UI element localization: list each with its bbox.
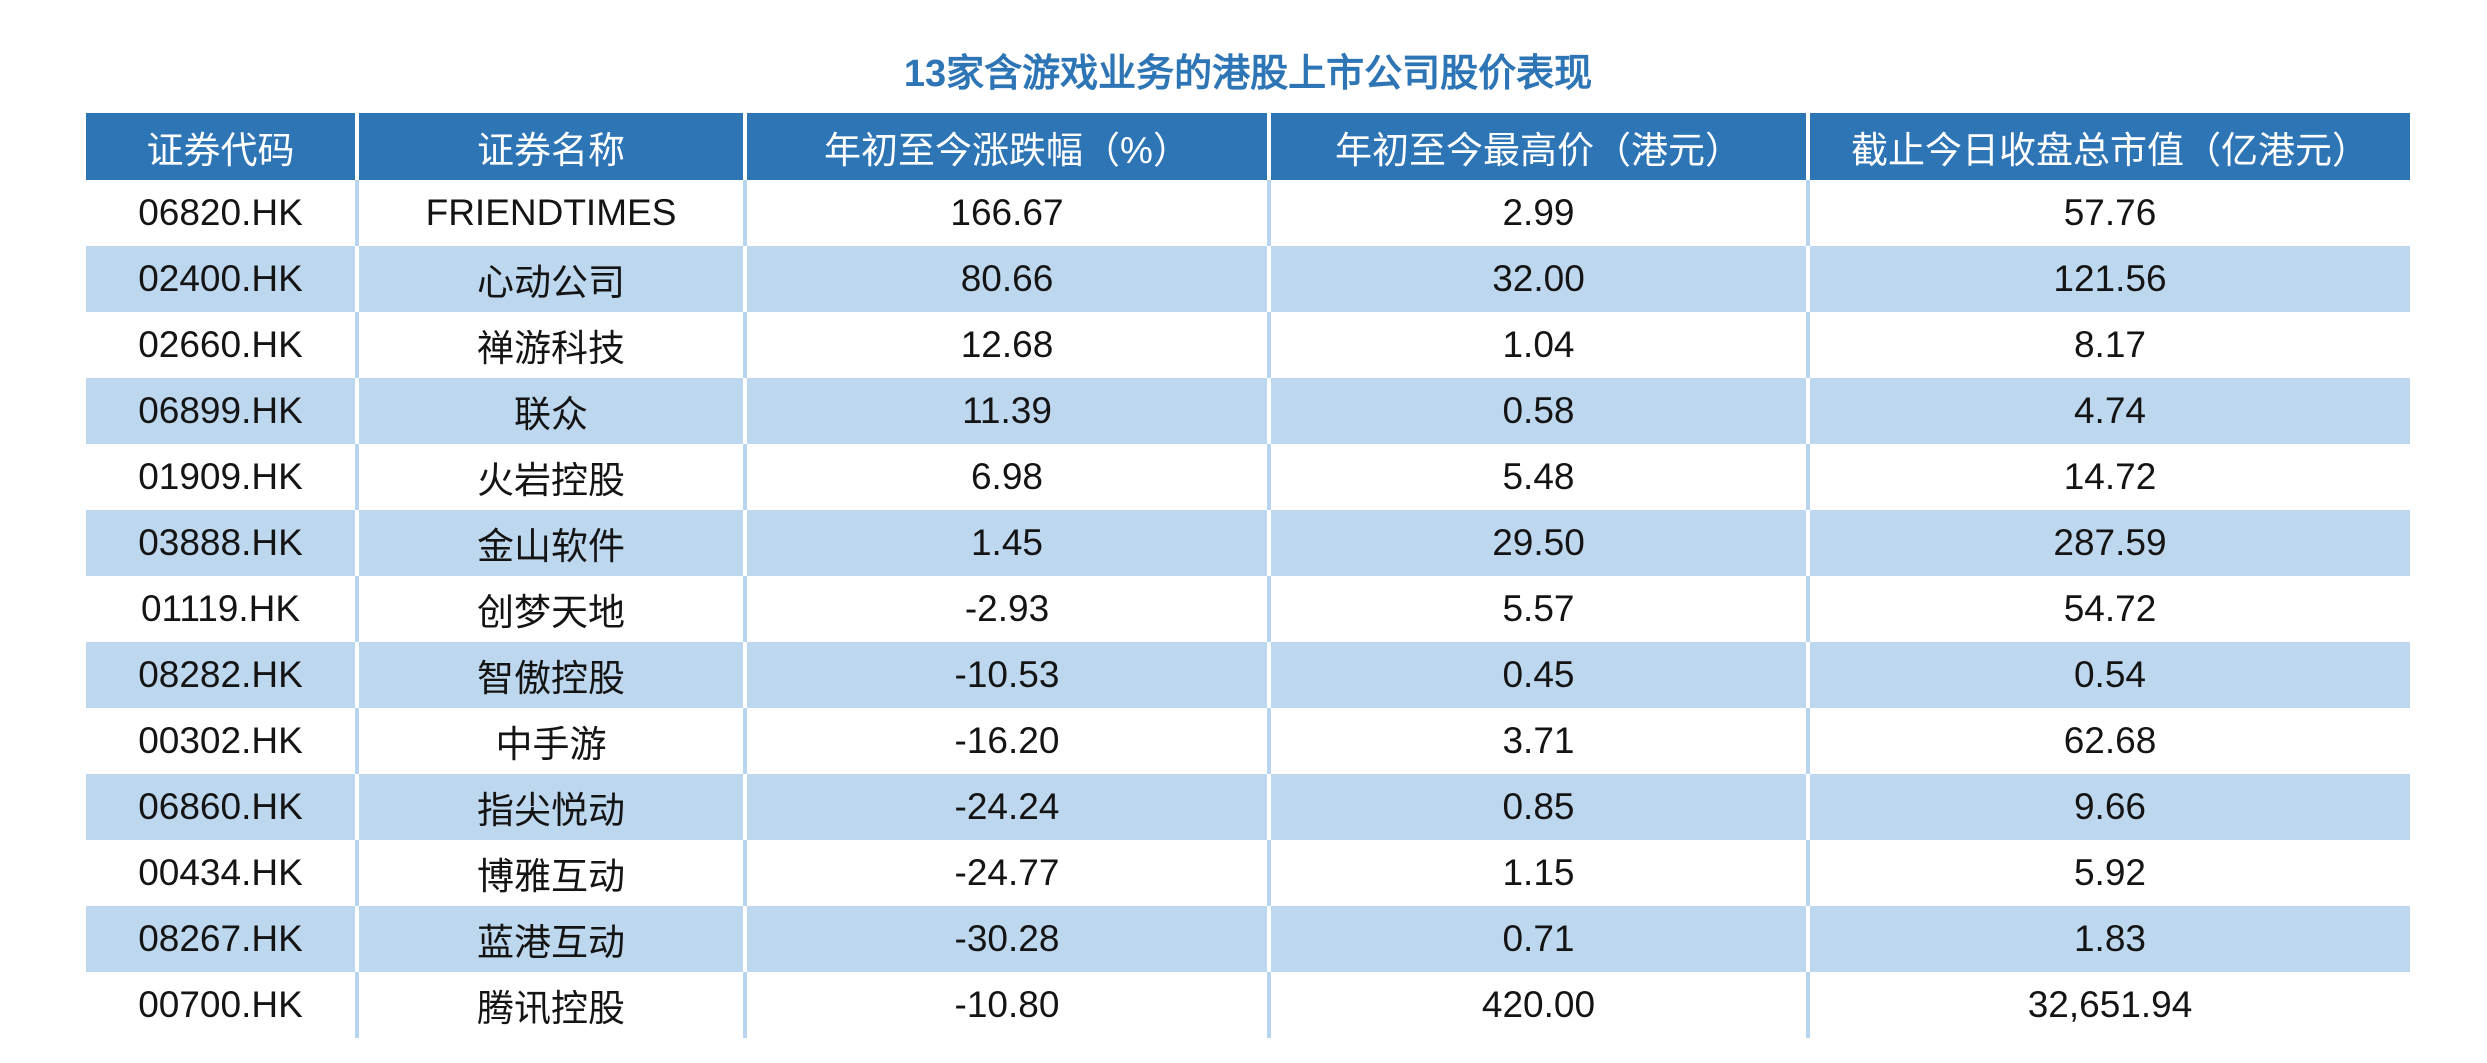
cell-market-cap: 54.72 <box>1806 576 2410 642</box>
cell-ytd-change: 80.66 <box>743 246 1269 312</box>
cell-stock-name: 禅游科技 <box>355 312 745 378</box>
cell-market-cap: 1.83 <box>1806 906 2410 972</box>
cell-stock-name: FRIENDTIMES <box>355 180 745 246</box>
cell-market-cap: 9.66 <box>1806 774 2410 840</box>
table-row: 01119.HK 创梦天地 -2.93 5.57 54.72 <box>86 576 2410 642</box>
cell-stock-code: 08282.HK <box>86 642 357 708</box>
cell-stock-code: 02660.HK <box>138 324 303 365</box>
table-row: 08282.HK 智傲控股 -10.53 0.45 0.54 <box>86 642 2410 708</box>
table-row: 06820.HK FRIENDTIMES 166.67 2.99 57.76 <box>86 180 2410 246</box>
cell-market-cap: 121.56 <box>1806 246 2410 312</box>
cell-ytd-change: 6.98 <box>743 444 1269 510</box>
table-row: 03888.HK 金山软件 1.45 29.50 287.59 <box>86 510 2410 576</box>
cell-ytd-high: 0.45 <box>1267 642 1808 708</box>
cell-stock-code: 01119.HK <box>140 588 301 629</box>
table-row: 02400.HK 心动公司 80.66 32.00 121.56 <box>86 246 2410 312</box>
cell-ytd-high: 29.50 <box>1267 510 1808 576</box>
cell-ytd-high: 420.00 <box>1267 972 1808 1038</box>
table-header-row: 证券代码 证券名称 年初至今涨跌幅（%） 年初至今最高价（港元） 截止今日收盘总… <box>86 113 2410 180</box>
cell-ytd-change: 1.45 <box>743 510 1269 576</box>
cell-stock-name: 心动公司 <box>355 246 745 312</box>
cell-market-cap: 0.54 <box>1806 642 2410 708</box>
cell-stock-code: 06820.HK <box>138 192 303 233</box>
table-header: 证券代码 证券名称 年初至今涨跌幅（%） 年初至今最高价（港元） 截止今日收盘总… <box>86 113 2410 180</box>
table-row: 00700.HK 腾讯控股 -10.80 420.00 32,651.94 <box>86 972 2410 1038</box>
cell-stock-code: 06860.HK <box>86 774 357 840</box>
column-header-stock-code: 证券代码 <box>86 113 357 180</box>
cell-stock-name: 火岩控股 <box>355 444 745 510</box>
cell-ytd-change: -24.24 <box>743 774 1269 840</box>
cell-stock-name: 联众 <box>355 378 745 444</box>
cell-stock-name: 智傲控股 <box>355 642 745 708</box>
cell-ytd-high: 0.85 <box>1267 774 1808 840</box>
table-row: 06860.HK 指尖悦动 -24.24 0.85 9.66 <box>86 774 2410 840</box>
cell-ytd-change: 166.67 <box>743 180 1269 246</box>
cell-market-cap: 8.17 <box>1806 312 2410 378</box>
cell-stock-name: 中手游 <box>355 708 745 774</box>
cell-stock-code: 03888.HK <box>86 510 357 576</box>
cell-market-cap: 4.74 <box>1806 378 2410 444</box>
stock-performance-table: 证券代码 证券名称 年初至今涨跌幅（%） 年初至今最高价（港元） 截止今日收盘总… <box>86 113 2410 1038</box>
cell-stock-name: 蓝港互动 <box>355 906 745 972</box>
column-header-ytd-high: 年初至今最高价（港元） <box>1267 113 1808 180</box>
cell-stock-name: 金山软件 <box>355 510 745 576</box>
cell-stock-name: 腾讯控股 <box>355 972 745 1038</box>
cell-ytd-change: -2.93 <box>743 576 1269 642</box>
cell-ytd-change: 12.68 <box>743 312 1269 378</box>
cell-ytd-change: 11.39 <box>743 378 1269 444</box>
table-row: 02660.HK 禅游科技 12.68 1.04 8.17 <box>86 312 2410 378</box>
cell-ytd-change: -10.80 <box>743 972 1269 1038</box>
cell-market-cap: 32,651.94 <box>1806 972 2410 1038</box>
cell-ytd-high: 5.57 <box>1267 576 1808 642</box>
cell-market-cap: 57.76 <box>1806 180 2410 246</box>
cell-stock-code: 01909.HK <box>138 456 303 497</box>
cell-stock-code: 08267.HK <box>86 906 357 972</box>
table-row: 08267.HK 蓝港互动 -30.28 0.71 1.83 <box>86 906 2410 972</box>
cell-market-cap: 5.92 <box>1806 840 2410 906</box>
cell-stock-name: 博雅互动 <box>355 840 745 906</box>
cell-ytd-change: -30.28 <box>743 906 1269 972</box>
cell-stock-name: 创梦天地 <box>355 576 745 642</box>
cell-ytd-high: 0.58 <box>1267 378 1808 444</box>
cell-stock-code: 00700.HK <box>138 984 303 1025</box>
cell-ytd-high: 3.71 <box>1267 708 1808 774</box>
table-row: 06899.HK 联众 11.39 0.58 4.74 <box>86 378 2410 444</box>
cell-ytd-high: 1.04 <box>1267 312 1808 378</box>
column-header-ytd-change: 年初至今涨跌幅（%） <box>743 113 1269 180</box>
cell-stock-name: 指尖悦动 <box>355 774 745 840</box>
cell-ytd-high: 1.15 <box>1267 840 1808 906</box>
cell-market-cap: 287.59 <box>1806 510 2410 576</box>
cell-ytd-high: 0.71 <box>1267 906 1808 972</box>
cell-ytd-change: -10.53 <box>743 642 1269 708</box>
cell-ytd-high: 2.99 <box>1267 180 1808 246</box>
table-row: 00302.HK 中手游 -16.20 3.71 62.68 <box>86 708 2410 774</box>
column-header-market-cap: 截止今日收盘总市值（亿港元） <box>1806 113 2410 180</box>
cell-ytd-change: -16.20 <box>743 708 1269 774</box>
cell-ytd-high: 32.00 <box>1267 246 1808 312</box>
cell-market-cap: 14.72 <box>1806 444 2410 510</box>
cell-ytd-change: -24.77 <box>743 840 1269 906</box>
column-header-stock-name: 证券名称 <box>355 113 745 180</box>
cell-stock-code: 06899.HK <box>86 378 357 444</box>
cell-stock-code: 02400.HK <box>86 246 357 312</box>
table-body: 06820.HK FRIENDTIMES 166.67 2.99 57.76 02400.… <box>86 180 2410 1038</box>
page-title: 13家含游戏业务的港股上市公司股价表现 <box>903 53 1593 95</box>
cell-market-cap: 62.68 <box>1806 708 2410 774</box>
cell-ytd-high: 5.48 <box>1267 444 1808 510</box>
cell-stock-code: 00434.HK <box>138 852 303 893</box>
table-row: 00434.HK 博雅互动 -24.77 1.15 5.92 <box>86 840 2410 906</box>
table-row: 01909.HK 火岩控股 6.98 5.48 14.72 <box>86 444 2410 510</box>
cell-stock-code: 00302.HK <box>138 720 303 761</box>
